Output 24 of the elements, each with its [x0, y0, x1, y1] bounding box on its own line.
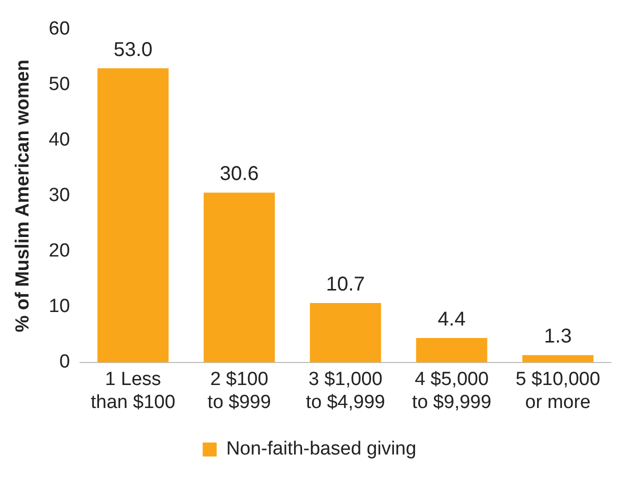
x-tick-label: 1 Less than $100 — [90, 369, 176, 413]
x-tick-label: 2 $100 to $999 — [208, 369, 271, 413]
data-label: 10.7 — [326, 274, 365, 296]
data-label: 30.6 — [220, 163, 259, 186]
bar — [310, 303, 382, 362]
y-tick-label: 50 — [48, 74, 70, 96]
x-tick-label: 5 $10,000 or more — [516, 369, 600, 413]
y-axis-title: % of Muslim American women — [12, 60, 34, 332]
y-tick-label: 0 — [59, 352, 70, 373]
y-tick-label: 10 — [48, 296, 70, 318]
y-tick-label: 20 — [48, 240, 70, 262]
y-tick-label: 60 — [48, 18, 70, 40]
bar — [416, 338, 488, 362]
data-label: 4.4 — [438, 308, 466, 330]
bar — [522, 355, 594, 362]
x-tick-label: 4 $5,000 to $9,999 — [412, 369, 492, 413]
legend-label: Non-faith-based giving — [226, 438, 416, 460]
bar — [204, 192, 275, 362]
bar — [97, 68, 169, 362]
y-tick-label: 30 — [48, 185, 70, 206]
y-tick-label: 40 — [48, 130, 70, 151]
data-label: 1.3 — [544, 326, 572, 348]
data-label: 53.0 — [114, 38, 153, 61]
x-tick-label: 3 $1,000 to $4,999 — [306, 369, 386, 413]
